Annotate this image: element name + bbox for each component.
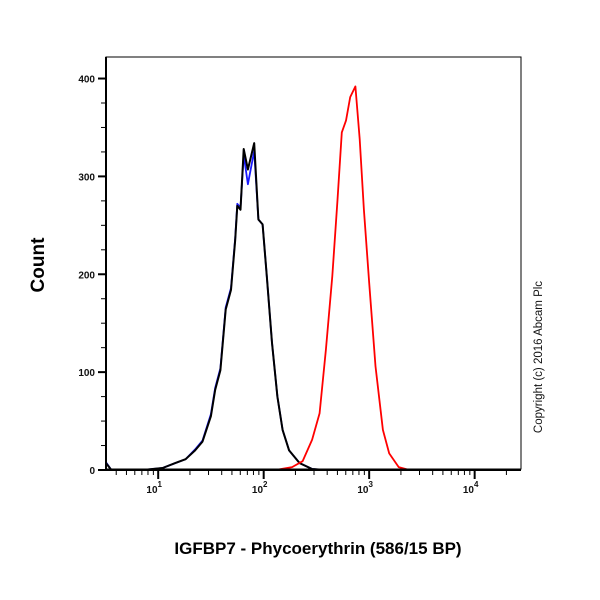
x-axis-label: IGFBP7 - Phycoerythrin (586/15 BP)	[174, 539, 461, 558]
y-tick-label: 200	[78, 270, 95, 281]
x-tick-label: 103	[357, 480, 373, 496]
x-tick-exponent: 3	[369, 480, 374, 489]
x-tick-base: 10	[252, 485, 264, 496]
x-tick-exponent: 4	[474, 480, 479, 489]
y-tick-label: 300	[78, 172, 95, 183]
y-tick-label: 0	[89, 466, 95, 477]
x-tick-label: 102	[252, 480, 268, 496]
copyright-annotation: Copyright (c) 2016 Abcam Plc	[533, 281, 545, 433]
x-tick-base: 10	[357, 485, 369, 496]
y-tick-label: 400	[78, 75, 95, 86]
y-axis-label: Count	[28, 237, 49, 293]
x-tick-base: 10	[463, 485, 475, 496]
series-line-2	[106, 85, 521, 471]
x-tick-exponent: 1	[158, 480, 163, 489]
x-tick-label: 101	[146, 480, 162, 496]
y-tick-label: 100	[78, 368, 95, 379]
x-tick-base: 10	[146, 485, 158, 496]
series-line-0	[105, 150, 521, 471]
plot-frame	[105, 56, 522, 470]
series-line-1	[105, 142, 521, 471]
x-tick-label: 104	[463, 480, 479, 496]
x-tick-exponent: 2	[263, 480, 268, 489]
series-layer	[105, 85, 521, 471]
